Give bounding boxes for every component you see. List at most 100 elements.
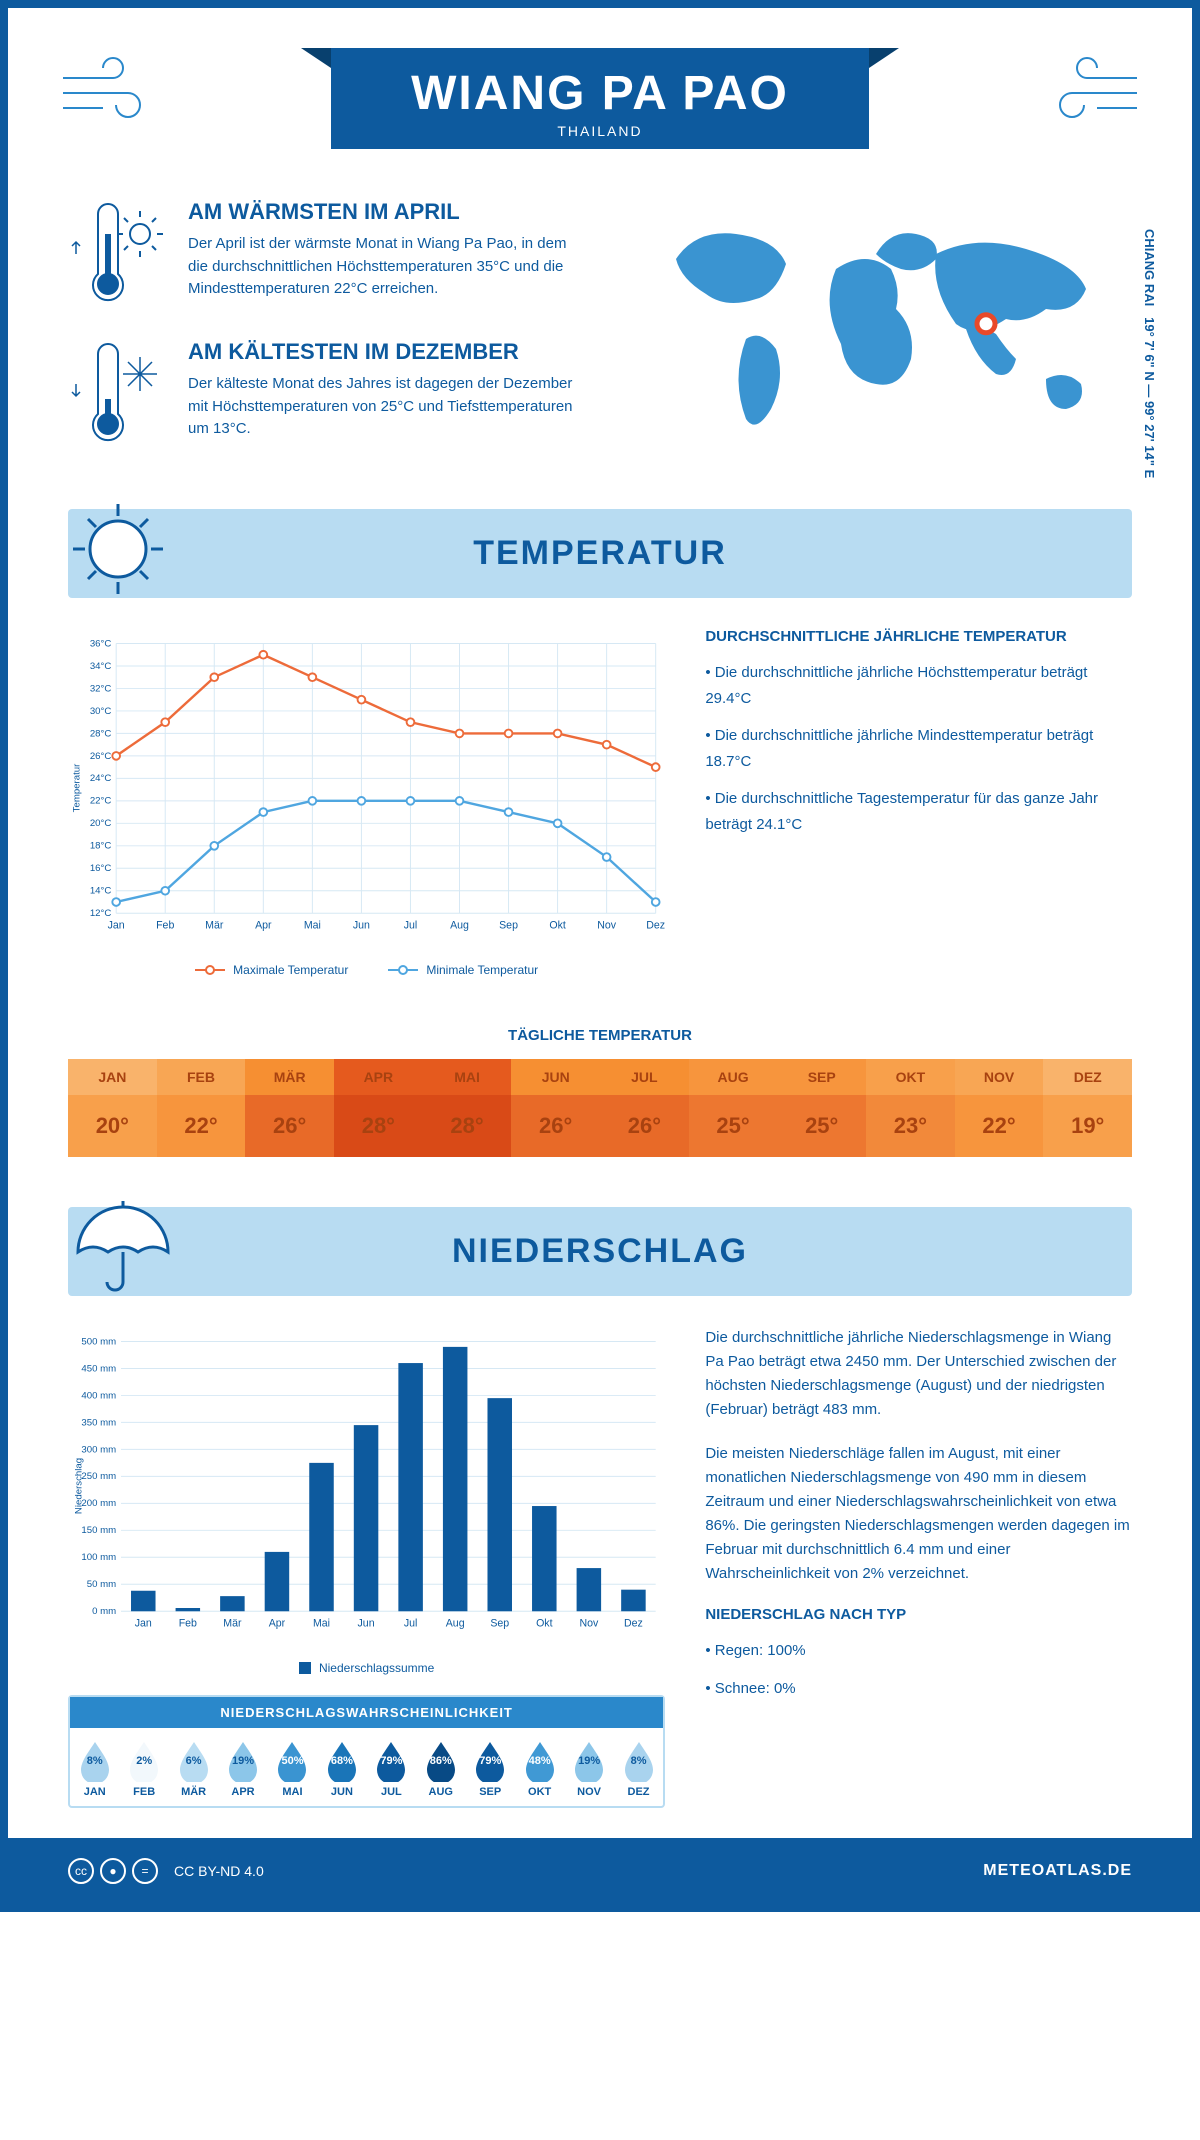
license-block: cc ● = CC BY-ND 4.0 [68,1858,264,1884]
svg-text:20°C: 20°C [90,818,112,829]
svg-text:Dez: Dez [646,920,665,932]
temp-col: MAI 28° [423,1059,512,1157]
coldest-heading: AM KÄLTESTEN IM DEZEMBER [188,339,580,365]
svg-text:18°C: 18°C [90,841,112,852]
temp-col: JAN 20° [68,1059,157,1157]
svg-text:Nov: Nov [597,920,617,932]
svg-text:250 mm: 250 mm [81,1471,116,1482]
prob-col: 6% MÄR [169,1728,218,1806]
temp-col: FEB 22° [157,1059,246,1157]
svg-text:Apr: Apr [255,920,272,932]
svg-text:Aug: Aug [446,1618,465,1630]
temp-col: JUL 26° [600,1059,689,1157]
page-title: WIANG PA PAO [411,66,789,121]
svg-text:400 mm: 400 mm [81,1390,116,1401]
svg-text:Jun: Jun [353,920,370,932]
prob-col: 8% JAN [70,1728,119,1806]
precipitation-banner: NIEDERSCHLAG [68,1207,1132,1296]
svg-text:Mai: Mai [304,920,321,932]
intro-section: AM WÄRMSTEN IM APRIL Der April ist der w… [8,169,1192,509]
svg-text:Niederschlag: Niederschlag [73,1458,84,1514]
temp-col: APR 28° [334,1059,423,1157]
svg-text:150 mm: 150 mm [81,1525,116,1536]
precipitation-title: NIEDERSCHLAG [108,1232,1092,1271]
temp-col: DEZ 19° [1043,1059,1132,1157]
prob-col: 50% MAI [268,1728,317,1806]
svg-text:500 mm: 500 mm [81,1336,116,1347]
prob-col: 79% JUL [367,1728,416,1806]
precip-chart-legend: Niederschlagssumme [68,1661,665,1675]
precip-para-2: Die meisten Niederschläge fallen im Augu… [705,1442,1132,1586]
svg-text:32°C: 32°C [90,683,112,694]
svg-text:36°C: 36°C [90,638,112,649]
svg-text:12°C: 12°C [90,908,112,919]
cc-icon: cc [68,1858,94,1884]
wind-icon-left [58,48,178,128]
precipitation-bar-chart: 0 mm50 mm100 mm150 mm200 mm250 mm300 mm3… [68,1326,665,1646]
daily-temp-title: TÄGLICHE TEMPERATUR [8,1027,1192,1044]
world-map [620,199,1132,459]
precip-type-heading: NIEDERSCHLAG NACH TYP [705,1606,1132,1623]
svg-text:24°C: 24°C [90,773,112,784]
svg-text:Feb: Feb [179,1618,197,1630]
coldest-block: AM KÄLTESTEN IM DEZEMBER Der kälteste Mo… [68,339,580,449]
svg-text:Mär: Mär [223,1618,242,1630]
temperature-banner: TEMPERATUR [68,509,1132,598]
sun-icon [63,494,173,604]
svg-text:Apr: Apr [269,1618,286,1630]
footer: cc ● = CC BY-ND 4.0 METEOATLAS.DE [8,1838,1192,1904]
svg-text:Okt: Okt [549,920,566,932]
precip-type-list: • Regen: 100%• Schnee: 0% [705,1638,1132,1701]
svg-text:50 mm: 50 mm [87,1579,116,1590]
svg-text:300 mm: 300 mm [81,1444,116,1455]
svg-text:30°C: 30°C [90,706,112,717]
temp-col: JUN 26° [511,1059,600,1157]
daily-temp-table: JAN 20° FEB 22° MÄR 26° APR 28° MAI 28° … [68,1059,1132,1157]
svg-text:Jun: Jun [358,1618,375,1630]
warmest-block: AM WÄRMSTEN IM APRIL Der April ist der w… [68,199,580,309]
svg-text:350 mm: 350 mm [81,1417,116,1428]
svg-text:16°C: 16°C [90,863,112,874]
temp-col: NOV 22° [955,1059,1044,1157]
svg-text:Jan: Jan [135,1618,152,1630]
svg-text:Jan: Jan [108,920,125,932]
coordinates-label: CHIANG RAI 19° 7' 6" N — 99° 27' 14" E [1142,229,1157,478]
nd-icon: = [132,1858,158,1884]
header: WIANG PA PAO THAILAND [8,8,1192,169]
svg-text:Feb: Feb [156,920,174,932]
svg-text:Mär: Mär [205,920,224,932]
svg-text:Aug: Aug [450,920,469,932]
svg-text:22°C: 22°C [90,796,112,807]
svg-text:Sep: Sep [490,1618,509,1630]
wind-icon-right [1022,48,1142,128]
svg-text:Nov: Nov [579,1618,599,1630]
temp-col: SEP 25° [777,1059,866,1157]
temp-col: OKT 23° [866,1059,955,1157]
page-subtitle: THAILAND [411,123,789,139]
svg-text:450 mm: 450 mm [81,1363,116,1374]
umbrella-icon [63,1192,173,1302]
prob-col: 19% APR [218,1728,267,1806]
precipitation-probability-box: NIEDERSCHLAGSWAHRSCHEINLICHKEIT 8% JAN 2… [68,1695,665,1808]
svg-text:0 mm: 0 mm [92,1606,116,1617]
coldest-text: Der kälteste Monat des Jahres ist dagege… [188,373,580,441]
temperature-content: 12°C14°C16°C18°C20°C22°C24°C26°C28°C30°C… [8,598,1192,1007]
warmest-heading: AM WÄRMSTEN IM APRIL [188,199,580,225]
prob-col: 19% NOV [564,1728,613,1806]
svg-text:14°C: 14°C [90,886,112,897]
thermometer-cold-icon [68,339,168,449]
prob-col: 79% SEP [466,1728,515,1806]
svg-text:Jul: Jul [404,920,418,932]
temp-chart-legend: Maximale Temperatur Minimale Temperatur [68,963,665,977]
warmest-text: Der April ist der wärmste Monat in Wiang… [188,233,580,301]
svg-text:34°C: 34°C [90,661,112,672]
infographic-container: WIANG PA PAO THAILAND AM WÄRMSTEN IM APR… [0,0,1200,1912]
temp-col: MÄR 26° [245,1059,334,1157]
svg-text:26°C: 26°C [90,751,112,762]
temp-info-heading: DURCHSCHNITTLICHE JÄHRLICHE TEMPERATUR [705,628,1132,645]
temp-col: AUG 25° [689,1059,778,1157]
svg-text:Dez: Dez [624,1618,643,1630]
title-banner: WIANG PA PAO THAILAND [331,48,869,149]
svg-text:Temperatur: Temperatur [72,763,83,812]
prob-col: 68% JUN [317,1728,366,1806]
